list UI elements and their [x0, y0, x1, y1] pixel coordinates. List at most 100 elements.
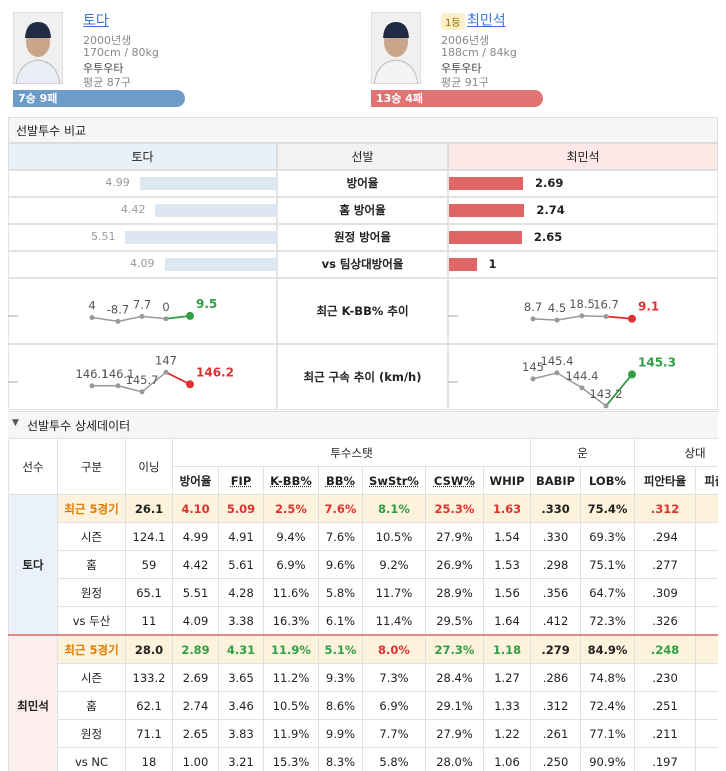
stat-cell: 29.5% [425, 606, 484, 636]
stat-cell: 27.9% [425, 719, 484, 748]
stat-cell: 72.4% [580, 691, 636, 720]
trend-value: 147 [155, 353, 177, 367]
stat-cell: 1.54 [482, 522, 532, 551]
photo-body [373, 59, 419, 84]
stat-cell: 5.8% [362, 747, 426, 771]
player-hand: 우투우타 [83, 62, 124, 75]
left-value: 4.09 [130, 257, 155, 270]
stat-cell: 84.9% [580, 634, 636, 664]
column-header: 구분 [57, 438, 126, 495]
header-row: 선수 구분 이닝 투수스탯 운 상대 [8, 438, 718, 495]
stat-cell: 9.3% [318, 663, 363, 692]
stat-cell: 7.3% [362, 663, 426, 692]
compare-label: 홈 방어율 [339, 203, 386, 217]
stat-cell: 6.9% [362, 691, 426, 720]
stat-cell: 11 [125, 606, 173, 636]
player-hand: 우투우타 [441, 62, 482, 75]
stat-cell: 7.6% [318, 522, 363, 551]
stat-cell: 4.42 [172, 550, 219, 579]
trend-point [139, 389, 145, 395]
stat-cell: 3.65 [218, 663, 264, 692]
stat-cell: .2 [695, 747, 718, 771]
trend-value: 9.1 [638, 300, 659, 314]
trend-value: 146.2 [196, 365, 234, 379]
stat-cell: 8.0% [362, 634, 426, 664]
row-label: 홈 [57, 550, 126, 579]
compare-label: vs 팀상대방어율 [321, 257, 404, 271]
stat-cell: 11.4% [362, 606, 426, 636]
stat-cell: 27.9% [425, 522, 484, 551]
trend-cell [8, 278, 277, 344]
player-body: 170cm / 80kg [83, 46, 159, 59]
column-header: 피안타율 [634, 466, 697, 495]
comparison-title-bar [9, 118, 717, 143]
stat-cell: 4.10 [172, 494, 219, 523]
stat-cell: 9.9% [318, 719, 363, 748]
photo-cap [383, 22, 409, 38]
row-label: 홈 [57, 691, 126, 720]
trend-value: 4 [88, 299, 95, 313]
player-photo [371, 12, 421, 84]
data-row: vs 두산 11 4.09 3.38 16.3% 6.1% 11.4% 29.5% 1.64.4… [9, 606, 718, 636]
trend-line [92, 371, 167, 393]
stat-cell: .326 [634, 606, 697, 636]
stat-cell: 133.2 [125, 663, 173, 692]
trend-point [579, 313, 585, 319]
stat-cell: 1.63 [482, 494, 532, 523]
stat-cell: 65.1 [125, 578, 173, 607]
stat-cell: 16.3% [263, 606, 319, 636]
stat-cell: 90.9% [580, 747, 636, 771]
stat-cell: .251 [634, 691, 697, 720]
photo-body [15, 59, 61, 84]
trend-point [628, 314, 636, 323]
stat-cell: 28.9% [425, 578, 484, 607]
collapse-icon[interactable]: ▼ [12, 418, 19, 428]
stat-cell: 10.5% [362, 522, 426, 551]
row-label: vs NC [57, 747, 126, 771]
stat-cell: 15.3% [263, 747, 319, 771]
compare-cell [277, 170, 448, 197]
player-name[interactable]: 토다 [83, 13, 109, 29]
data-row: 최민석 최근 5경기 28.0 2.89 4.31 11.9% 5.1% 8.0% 27.3% 1… [8, 634, 718, 771]
right-value: 2.74 [536, 203, 565, 217]
stat-cell: 2.69 [172, 663, 219, 692]
trend-point [628, 370, 636, 379]
row-label: 원정 [57, 719, 126, 748]
stat-cell: .3 [695, 578, 718, 607]
trend-cell [277, 344, 448, 410]
trend-value: 145 [522, 360, 544, 374]
stat-cell: .3 [695, 494, 718, 523]
stat-cell: 28.0% [425, 747, 484, 771]
stat-cell: 28.4% [425, 663, 484, 692]
compare-cell [448, 197, 718, 224]
column-header: K-BB% [263, 466, 319, 495]
stat-cell: 5.1% [318, 634, 363, 664]
stat-cell: 27.3% [425, 634, 484, 664]
stat-cell: 2.74 [172, 691, 219, 720]
stat-cell: 2.89 [172, 634, 219, 664]
trend-value: 146.1 [102, 367, 135, 381]
data-row: 홈 59 4.42 5.61 6.9% 9.6% 9.2% 26.9% 1.53.298 75.1… [9, 550, 718, 579]
right-bar [449, 204, 525, 217]
stat-cell: .312 [634, 494, 697, 523]
trend-value: 7.7 [133, 297, 151, 311]
player-photo [13, 12, 63, 84]
trend-value: 0 [162, 300, 169, 314]
stat-cell: .3 [695, 634, 718, 664]
stat-cell: 1.27 [482, 663, 532, 692]
trend-value: -8.7 [107, 302, 129, 316]
column-header: FIP [218, 466, 264, 495]
detail-title: 선발투수 상세데이터 [27, 419, 131, 433]
data-row: 원정 65.1 5.51 4.28 11.6% 5.8% 11.7% 28.9% 1.56.35… [9, 578, 718, 607]
left-value: 5.51 [90, 230, 116, 243]
player-name[interactable]: 최민석 [467, 13, 506, 29]
trend-point [115, 383, 121, 389]
column-header: 선수 [8, 438, 58, 495]
stat-cell: 4.99 [172, 522, 219, 551]
row-label: 시즌 [57, 522, 126, 551]
column-header: SwStr% [362, 466, 426, 495]
trend-line [532, 372, 607, 407]
trend-last-segment [605, 315, 633, 320]
stat-cell: 1.06 [482, 747, 532, 771]
left-value: 4.42 [120, 203, 146, 216]
